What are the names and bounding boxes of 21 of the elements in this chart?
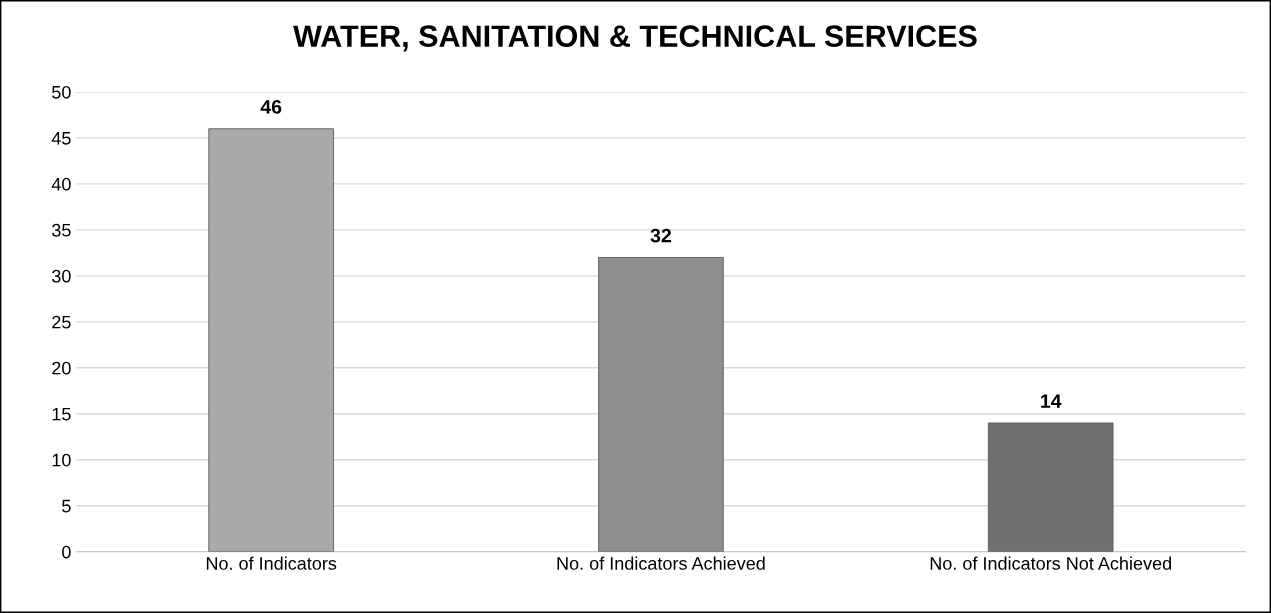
y-tick-label: 50 [52,85,71,99]
bar [598,257,724,552]
y-tick-label: 5 [62,499,71,513]
data-label: 46 [260,100,282,114]
bar [987,422,1114,552]
y-tick-label: 15 [52,407,71,421]
y-tick-label: 45 [51,132,71,145]
x-tick-label: No. of Indicators Achieved [557,556,765,570]
y-tick-label: 0 [62,545,71,559]
y-tick-label: 10 [52,453,71,467]
bar [208,128,334,552]
y-tick-label: 20 [52,361,71,375]
x-tick-label: No. of Indicators Not Achieved [930,556,1171,570]
data-label: 14 [1041,394,1062,408]
x-tick-label: No. of Indicators [206,556,337,570]
data-label: 32 [650,228,671,243]
y-tick-label: 40 [51,177,71,191]
y-tick-label: 30 [52,269,71,283]
y-tick-label: 35 [52,223,71,237]
y-tick-label: 25 [52,315,71,329]
chart-title: WATER, SANITATION & TECHNICAL SERVICES [293,25,977,52]
